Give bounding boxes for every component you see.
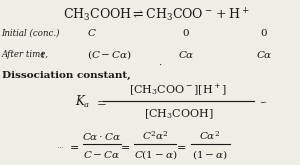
Text: $(C - C\alpha)$: $(C - C\alpha)$ [87,48,132,61]
Text: $=$: $=$ [175,141,187,151]
Text: $C\alpha$: $C\alpha$ [178,49,194,60]
Text: $K_a$: $K_a$ [75,93,90,110]
Text: $C^2\alpha^2$: $C^2\alpha^2$ [142,130,169,142]
Text: $C - C\alpha$: $C - C\alpha$ [83,149,121,160]
Text: $\backsim$: $\backsim$ [258,98,268,105]
Text: $[\mathrm{CH_3COOH}]$: $[\mathrm{CH_3COOH}]$ [144,108,213,121]
Text: $0$: $0$ [260,28,268,38]
Text: $C(1 - \alpha)$: $C(1 - \alpha)$ [134,148,177,161]
Text: $\rm CH_3COOH \rightleftharpoons CH_3COO^- + H^+$: $\rm CH_3COOH \rightleftharpoons CH_3COO… [63,7,249,24]
Text: After time,: After time, [2,50,51,59]
Text: Initial (conc.): Initial (conc.) [2,29,60,37]
Text: $C\alpha^2$: $C\alpha^2$ [200,130,220,142]
Text: $0$: $0$ [182,28,190,38]
Text: $\cdots$: $\cdots$ [56,142,64,150]
Text: $=$: $=$ [94,95,107,108]
Text: $=$: $=$ [68,141,80,151]
Text: $C$: $C$ [87,28,97,38]
Text: $t$: $t$ [40,49,46,60]
Text: $C\alpha \cdot C\alpha$: $C\alpha \cdot C\alpha$ [82,131,122,142]
Text: $[\mathrm{CH_3COO^-}][\mathrm{H^+}]$: $[\mathrm{CH_3COO^-}][\mathrm{H^+}]$ [129,82,228,97]
Text: Dissociation constant,: Dissociation constant, [2,71,130,80]
Text: $C\alpha$: $C\alpha$ [256,49,272,60]
Text: $\cdot$: $\cdot$ [158,60,163,69]
Text: $(1 - \alpha)$: $(1 - \alpha)$ [192,148,228,161]
Text: $=$: $=$ [118,141,130,151]
